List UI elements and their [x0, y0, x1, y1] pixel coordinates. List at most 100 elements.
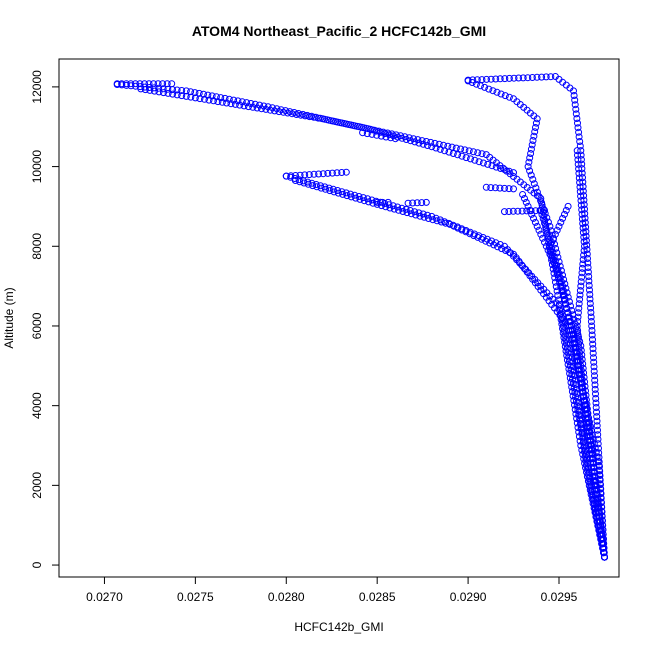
data-point: [574, 160, 582, 168]
data-point: [550, 258, 557, 266]
y-tick-label: 12000: [30, 70, 44, 104]
data-point: [305, 171, 313, 179]
data-point: [533, 73, 541, 81]
data-point: [582, 419, 590, 427]
data-point: [577, 278, 585, 286]
data-point: [462, 154, 470, 162]
data-point: [429, 216, 437, 224]
data-point: [477, 82, 484, 90]
data-point: [519, 191, 527, 198]
data-point: [574, 313, 582, 321]
data-point: [586, 291, 594, 298]
data-point: [301, 112, 309, 120]
data-point: [397, 132, 405, 140]
data-point: [328, 169, 336, 177]
data-point: [587, 309, 595, 316]
data-point: [355, 193, 363, 200]
data-point: [326, 187, 334, 195]
data-point: [492, 163, 500, 171]
data-point: [525, 158, 533, 166]
data-point: [284, 109, 292, 117]
data-point: [205, 96, 213, 104]
data-point: [594, 504, 602, 511]
data-point: [577, 362, 585, 370]
data-point: [576, 287, 584, 295]
data-point: [585, 282, 593, 289]
data-point: [599, 540, 607, 548]
data-point: [575, 370, 583, 378]
data-point: [483, 75, 490, 83]
data-point: [574, 119, 581, 127]
data-point: [576, 179, 584, 186]
data-point: [324, 169, 332, 177]
data-point: [588, 454, 596, 462]
data-point: [546, 222, 554, 230]
data-point: [342, 168, 350, 176]
data-point: [551, 230, 559, 238]
data-point: [490, 241, 498, 249]
data-point: [588, 322, 596, 330]
data-point: [571, 96, 579, 104]
x-tick-label: 0.0270: [86, 590, 123, 604]
data-point: [444, 142, 452, 150]
data-point: [501, 75, 509, 83]
data-point: [409, 199, 417, 207]
data-point: [113, 81, 121, 88]
data-point: [145, 80, 153, 88]
data-point: [369, 199, 377, 207]
data-point: [416, 212, 424, 220]
data-point: [575, 340, 583, 348]
data-point: [547, 73, 555, 81]
data-point: [589, 340, 597, 348]
data-point: [210, 97, 217, 105]
data-point: [568, 326, 576, 334]
data-point: [404, 199, 412, 207]
data-point: [467, 155, 474, 163]
data-point: [249, 103, 257, 111]
data-point: [556, 278, 564, 286]
data-point: [592, 395, 600, 402]
data-point: [449, 150, 457, 157]
data-point: [574, 326, 582, 334]
data-point: [575, 366, 583, 374]
data-point: [594, 435, 602, 443]
data-point: [296, 178, 304, 186]
data-point: [576, 188, 584, 196]
data-point: [418, 137, 426, 145]
data-point: [597, 522, 605, 529]
data-point: [578, 206, 586, 214]
data-point: [475, 158, 483, 166]
data-point: [178, 92, 186, 100]
data-point: [240, 102, 248, 110]
data-point: [478, 235, 486, 243]
data-point: [458, 152, 466, 160]
data-point: [582, 410, 589, 418]
data-point: [462, 228, 470, 236]
data-point: [530, 214, 537, 222]
data-point: [296, 171, 304, 179]
data-point: [578, 425, 586, 433]
y-tick-label: 0: [30, 561, 44, 568]
data-point: [382, 133, 390, 141]
data-point: [551, 260, 559, 268]
data-point: [552, 264, 560, 272]
y-tick-label: 2000: [30, 472, 44, 499]
data-point: [593, 417, 601, 425]
data-point: [310, 170, 318, 178]
data-point: [391, 135, 399, 143]
data-point: [245, 103, 252, 111]
data-point: [292, 172, 299, 179]
data-point: [435, 140, 443, 148]
data-point: [543, 227, 551, 235]
data-point: [150, 80, 157, 88]
data-point: [501, 184, 508, 192]
data-point: [450, 222, 458, 230]
data-point: [581, 242, 588, 250]
data-point: [410, 135, 417, 143]
data-point: [571, 101, 579, 109]
data-point: [593, 422, 601, 430]
data-point: [591, 372, 598, 380]
data-point: [365, 198, 373, 206]
data-point: [524, 163, 532, 171]
